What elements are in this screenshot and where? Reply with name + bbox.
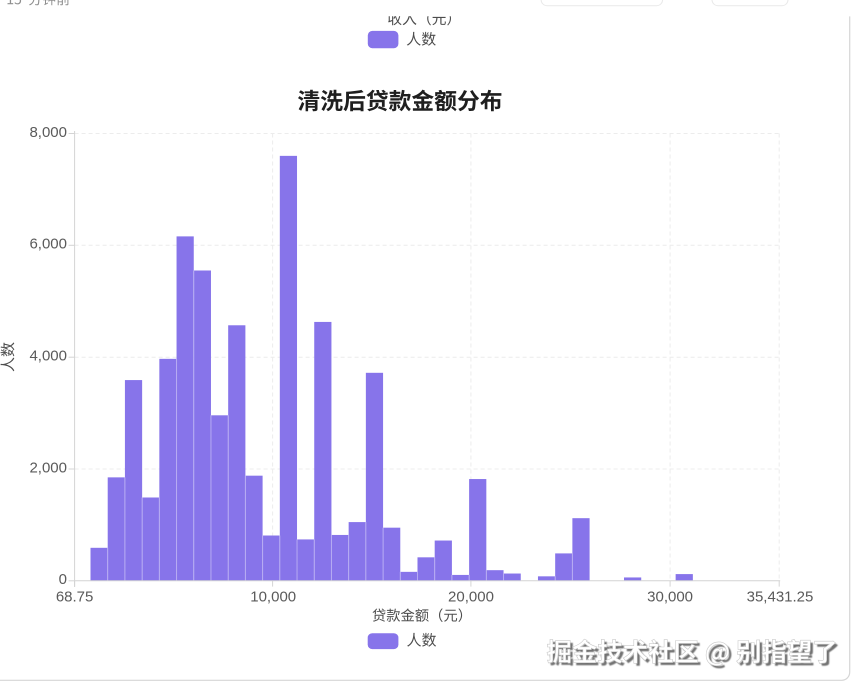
svg-text:6,000: 6,000 [29,236,67,253]
svg-text:0: 0 [59,571,67,588]
svg-text:8,000: 8,000 [29,124,67,141]
svg-text:30,000: 30,000 [647,588,693,605]
svg-text:20,000: 20,000 [448,588,494,605]
svg-text:10,000: 10,000 [250,588,296,605]
svg-text:4,000: 4,000 [29,348,67,365]
svg-text:2,000: 2,000 [29,459,67,476]
svg-text:35,431.25: 35,431.25 [747,588,814,605]
svg-text:68.75: 68.75 [56,588,94,605]
